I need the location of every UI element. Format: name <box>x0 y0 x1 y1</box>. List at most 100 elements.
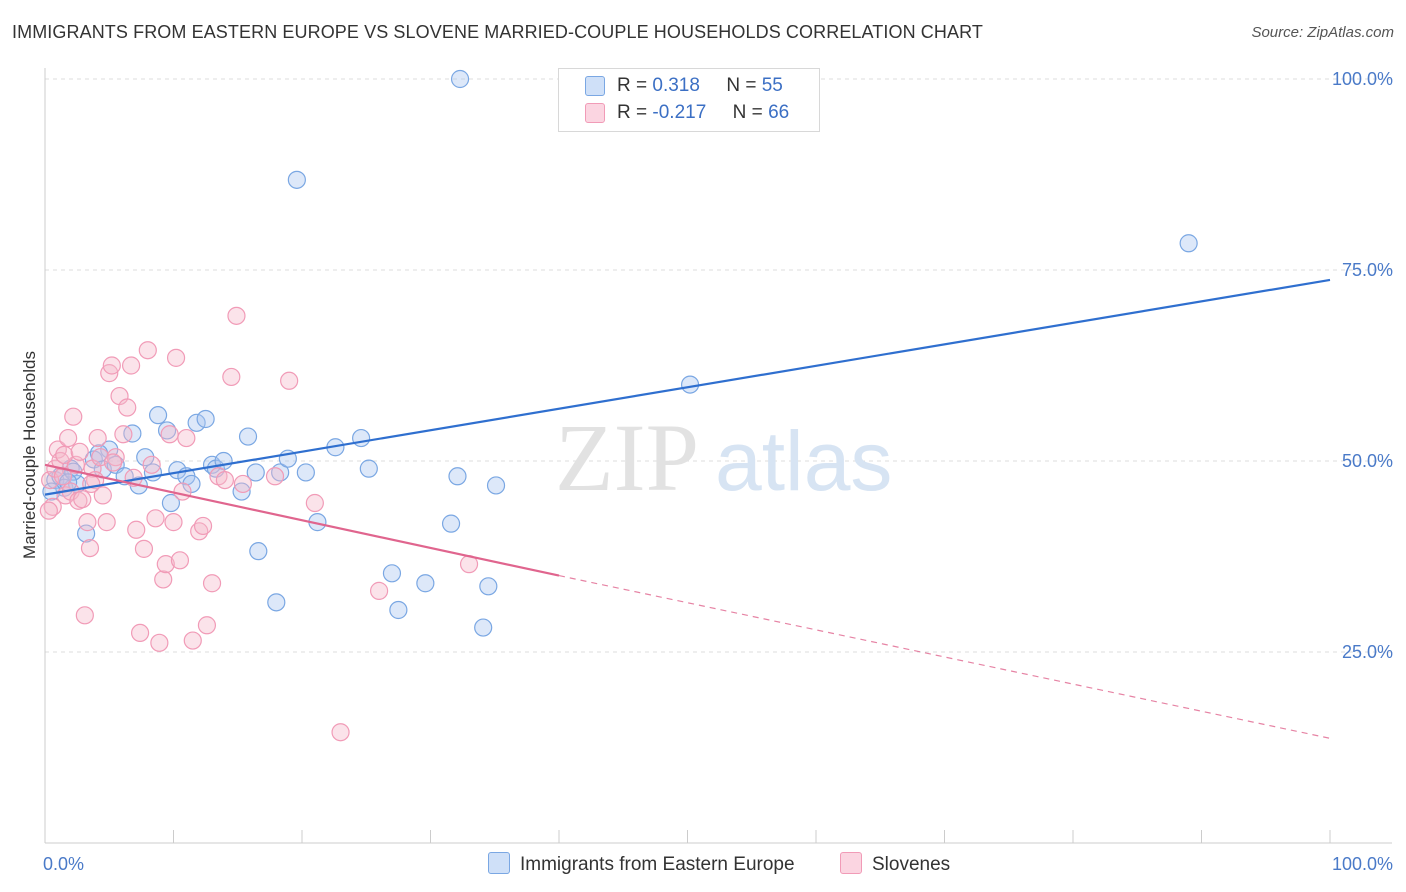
point-slovenes <box>59 428 78 448</box>
point-slovenes <box>82 474 101 494</box>
point-eastern-europe <box>680 375 700 394</box>
legend-swatch-pink <box>840 852 862 874</box>
point-eastern-europe <box>246 463 265 482</box>
point-slovenes <box>280 371 299 390</box>
y-tick-label: 25.0% <box>1342 642 1393 662</box>
point-eastern-europe <box>232 482 251 501</box>
correlation-legend: R = 0.318 N = 55 R = -0.217 N = 66 <box>558 68 820 132</box>
point-slovenes <box>80 538 100 558</box>
legend-r-label: R = <box>617 102 648 123</box>
point-slovenes <box>215 471 234 490</box>
point-eastern-europe <box>287 170 306 189</box>
legend-n-label: N = <box>726 75 757 96</box>
point-slovenes <box>78 513 97 532</box>
x-tick-label: 0.0% <box>43 854 84 874</box>
point-slovenes <box>222 367 241 387</box>
point-slovenes <box>118 398 137 417</box>
point-slovenes <box>134 539 154 558</box>
bottom-legend-eastern-europe: Immigrants from Eastern Europe <box>488 852 795 876</box>
point-slovenes <box>104 453 123 472</box>
axes <box>44 68 1392 844</box>
point-eastern-europe <box>359 459 378 478</box>
data-points <box>39 69 1198 742</box>
point-slovenes <box>164 513 183 532</box>
point-slovenes <box>331 723 350 742</box>
point-slovenes <box>73 490 92 509</box>
point-slovenes <box>154 570 173 589</box>
point-slovenes <box>39 501 58 520</box>
point-slovenes <box>160 425 179 444</box>
point-slovenes <box>88 428 107 448</box>
point-slovenes <box>370 581 389 600</box>
point-eastern-europe <box>474 618 493 637</box>
point-slovenes <box>93 486 112 505</box>
point-slovenes <box>170 551 190 570</box>
point-eastern-europe <box>238 427 258 446</box>
point-eastern-europe <box>148 406 168 425</box>
legend-swatch-blue <box>488 852 510 874</box>
point-slovenes <box>173 482 192 501</box>
legend-swatch-pink <box>585 103 605 123</box>
y-tick-label: 75.0% <box>1342 260 1393 280</box>
legend-n-label: N = <box>732 102 763 123</box>
point-slovenes <box>121 356 141 375</box>
point-slovenes <box>102 356 121 375</box>
point-eastern-europe <box>161 493 181 513</box>
trend-line-slovenes <box>44 463 560 577</box>
trend-lines <box>44 278 1331 739</box>
legend-n-value: 66 <box>768 102 790 123</box>
x-tick-label: 100.0% <box>1332 854 1393 874</box>
bottom-legend-slovenes: Slovenes <box>840 852 950 876</box>
legend-label: Slovenes <box>872 854 951 875</box>
point-eastern-europe <box>267 593 286 612</box>
point-eastern-europe <box>416 574 435 593</box>
gridlines <box>45 78 1392 653</box>
point-slovenes <box>138 341 157 360</box>
point-eastern-europe <box>1179 234 1198 253</box>
point-eastern-europe <box>479 577 498 596</box>
watermark-atlas: atlas <box>715 414 892 508</box>
y-tick-label: 100.0% <box>1332 69 1393 89</box>
point-slovenes <box>177 428 196 448</box>
trend-line-slovenes-extrapolated <box>558 575 1331 739</box>
point-eastern-europe <box>187 413 206 432</box>
point-slovenes <box>202 574 222 593</box>
point-slovenes <box>64 407 83 426</box>
y-tick-label: 50.0% <box>1342 451 1393 471</box>
point-slovenes <box>146 509 165 528</box>
point-slovenes <box>197 616 217 635</box>
chart-title: IMMIGRANTS FROM EASTERN EUROPE VS SLOVEN… <box>12 22 983 42</box>
point-slovenes <box>166 348 186 367</box>
point-eastern-europe <box>196 409 215 429</box>
legend-swatch-blue <box>585 76 605 96</box>
point-slovenes <box>114 425 133 444</box>
point-slovenes <box>75 606 94 625</box>
point-eastern-europe <box>448 467 467 486</box>
point-slovenes <box>193 516 213 536</box>
point-eastern-europe <box>450 69 470 89</box>
legend-r-value: 0.318 <box>652 75 700 96</box>
point-slovenes <box>265 467 285 486</box>
point-slovenes <box>55 445 74 464</box>
point-slovenes <box>156 555 175 574</box>
point-eastern-europe <box>214 451 233 471</box>
point-eastern-europe <box>352 428 371 448</box>
watermark: ZIP atlas <box>555 404 892 511</box>
point-slovenes <box>130 623 150 643</box>
tick-labels: 25.0% 50.0% 75.0% 100.0% 0.0% 100.0% <box>43 69 1393 874</box>
point-eastern-europe <box>382 564 402 583</box>
point-eastern-europe <box>389 600 408 620</box>
point-slovenes <box>233 474 252 494</box>
point-slovenes <box>127 520 146 539</box>
point-eastern-europe <box>249 542 268 561</box>
point-slovenes <box>150 633 169 652</box>
legend-r-value: -0.217 <box>652 102 707 123</box>
point-slovenes <box>70 442 89 461</box>
point-eastern-europe <box>486 476 506 495</box>
point-slovenes <box>142 455 161 474</box>
point-eastern-europe <box>441 514 461 533</box>
watermark-zip: ZIP <box>555 404 699 511</box>
point-slovenes <box>183 631 202 650</box>
legend-r-label: R = <box>617 75 648 96</box>
